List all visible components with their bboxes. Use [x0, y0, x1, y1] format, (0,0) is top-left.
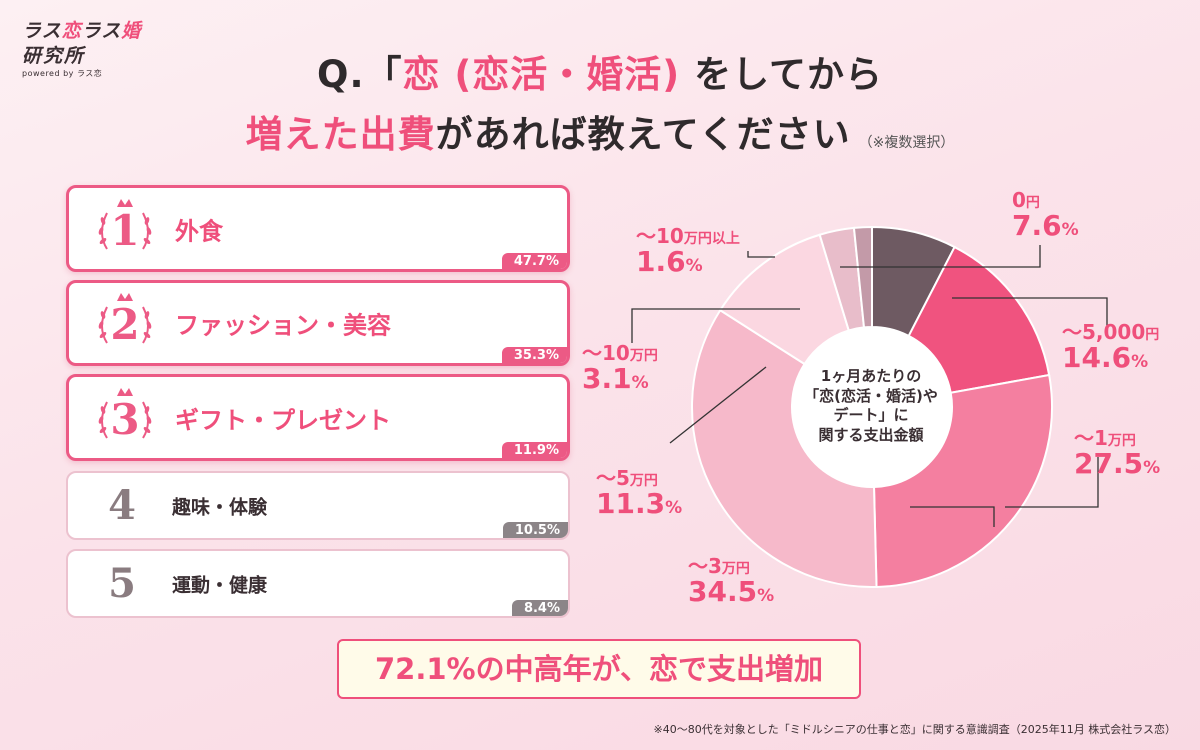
donut-hole: [792, 327, 952, 487]
leader-line-1: [952, 297, 1108, 335]
slice-label-6: 〜10万円以上 1.6%: [636, 226, 740, 276]
slice-unit: 万円: [721, 561, 750, 577]
logo-title: ラス恋ラス婚: [22, 20, 142, 42]
rank-number-5: 5: [108, 559, 136, 607]
laurel-crown-icon: [98, 387, 152, 439]
slice-unit: 円: [1025, 195, 1040, 211]
rank-label-1: 外食: [175, 217, 223, 245]
slice-label-0: 0円 7.6%: [1012, 190, 1079, 240]
slice-pct-sign: %: [631, 373, 649, 393]
rank-number-3: 3: [93, 386, 157, 450]
slice-category: 0: [1012, 188, 1026, 212]
leader-line-3: [910, 506, 995, 527]
rank-percent-1: 47.7%: [501, 253, 567, 269]
leader-line-4: [669, 366, 767, 444]
rank-label-3: ギフト・プレゼント: [175, 406, 391, 434]
slice-value: 14.6: [1062, 341, 1132, 374]
slice-category: 〜1: [1074, 426, 1108, 450]
slice-label-4: 〜5万円 11.3%: [596, 468, 682, 518]
conclusion-banner: 72.1%の中高年が、恋で支出増加: [337, 639, 861, 699]
rank-card-5: 5 運動・健康 8.4%: [66, 549, 570, 618]
slice-pct-sign: %: [1061, 220, 1079, 240]
laurel-crown-icon: [98, 198, 152, 250]
rank-card-1: 1 外食 47.7%: [66, 185, 570, 272]
slice-value: 1.6: [636, 245, 686, 278]
leader-line-6: [747, 251, 775, 258]
rank-percent-4: 10.5%: [502, 522, 568, 538]
slice-category: 〜10: [636, 224, 684, 248]
rank-number-4: 4: [108, 481, 136, 529]
slice-unit: 万円: [629, 473, 658, 489]
slice-pct-sign: %: [757, 586, 775, 606]
page-title-line2: 増えた出費があれば教えてください （※複数選択）: [245, 113, 955, 156]
slice-unit: 万円以上: [683, 231, 740, 247]
slice-category: 〜5,000: [1062, 320, 1146, 344]
slice-unit: 万円: [1107, 433, 1136, 449]
rank-card-3: 3 ギフト・プレゼント 11.9%: [66, 374, 570, 461]
rank-number-2: 2: [93, 291, 157, 355]
rank-label-5: 運動・健康: [172, 574, 268, 596]
slice-value: 3.1: [582, 362, 632, 395]
slice-unit: 円: [1145, 327, 1160, 343]
slice-pct-sign: %: [1143, 458, 1161, 478]
slice-category: 〜5: [596, 466, 630, 490]
donut-center-caption: 1ヶ月あたりの 「恋(恋活・婚活)や デート」に 関する支出金額: [804, 367, 938, 444]
logo-subtitle: 研究所: [22, 45, 86, 67]
rank-number-1: 1: [93, 197, 157, 261]
leader-line-0: [840, 245, 1041, 268]
rank-card-4: 4 趣味・体験 10.5%: [66, 471, 570, 540]
rank-card-2: 2 ファッション・美容 35.3%: [66, 280, 570, 366]
rank-label-4: 趣味・体験: [172, 496, 268, 518]
slice-pct-sign: %: [665, 498, 683, 518]
laurel-crown-icon: [98, 293, 152, 344]
leader-line-2: [1005, 457, 1099, 508]
slice-value: 27.5: [1074, 447, 1144, 480]
slice-pct-sign: %: [1131, 352, 1149, 372]
slice-category: 〜10: [582, 341, 630, 365]
slice-label-2: 〜1万円 27.5%: [1074, 428, 1160, 478]
slice-category: 〜3: [688, 554, 722, 578]
slice-value: 34.5: [688, 575, 758, 608]
title-note: （※複数選択）: [858, 135, 955, 151]
slice-label-1: 〜5,000円 14.6%: [1062, 322, 1159, 372]
slice-unit: 万円: [629, 348, 658, 364]
footnote: ※40〜80代を対象とした「ミドルシニアの仕事と恋」に関する意識調査（2025年…: [653, 723, 1176, 736]
page-title-line1: Q.「恋 (恋活・婚活) をしてから: [317, 53, 883, 96]
rank-label-2: ファッション・美容: [175, 311, 391, 340]
slice-label-5: 〜10万円 3.1%: [582, 343, 658, 393]
slice-pct-sign: %: [685, 256, 703, 276]
logo-powered-by: powered by ラス恋: [22, 69, 103, 78]
leader-line-5: [631, 308, 800, 343]
rank-percent-5: 8.4%: [511, 600, 568, 616]
rank-percent-3: 11.9%: [501, 442, 567, 458]
rank-percent-2: 35.3%: [501, 347, 567, 363]
spending-donut-chart: [631, 225, 1108, 588]
slice-value: 11.3: [596, 487, 666, 520]
logo: ラス恋ラス婚 研究所 powered by ラス恋: [22, 16, 142, 79]
slice-label-3: 〜3万円 34.5%: [688, 556, 774, 606]
slice-value: 7.6: [1012, 209, 1062, 242]
